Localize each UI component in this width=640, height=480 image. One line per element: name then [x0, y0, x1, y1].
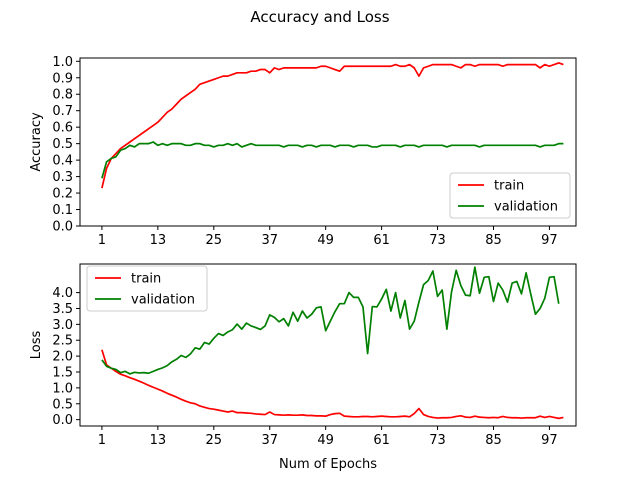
- loss-ytick-label: 1.5: [52, 366, 73, 381]
- loss-ytick-label: 2.0: [52, 350, 73, 365]
- loss-series-validation-line: [101, 266, 560, 375]
- accuracy-ytick-label: 0.3: [52, 170, 73, 185]
- accuracy-ytick-label: 0.5: [52, 137, 73, 152]
- accuracy-ytick-label: 0.9: [52, 71, 73, 86]
- accuracy-ytick-label: 0.7: [52, 104, 73, 119]
- accuracy-axes-frame: [79, 57, 577, 227]
- accuracy-legend-label-validation: validation: [494, 200, 558, 215]
- accuracy-series-train-line: [101, 62, 564, 189]
- loss-xtick-label: 49: [317, 433, 334, 448]
- loss-xtick-label: 85: [485, 433, 502, 448]
- loss-series-train-line: [101, 349, 564, 420]
- loss-legend-label-train: train: [131, 272, 161, 287]
- accuracy-xtick-label: 49: [317, 233, 334, 248]
- loss-xlabel: Num of Epochs: [279, 457, 377, 472]
- figure-title: Accuracy and Loss: [250, 8, 389, 26]
- accuracy-xtick-label: 1: [98, 233, 106, 248]
- accuracy-xtick-label: 97: [541, 233, 558, 248]
- loss-ylabel: Loss: [29, 331, 44, 360]
- accuracy-ytick-label: 0.0: [52, 220, 73, 235]
- loss-ytick-label: 3.0: [52, 318, 73, 333]
- loss-xtick-label: 73: [429, 433, 446, 448]
- loss-xtick-label: 25: [206, 433, 223, 448]
- accuracy-subplot: 1 13 25 37 49 61 73 85 97 0.0 0.10.2 0.30.4 0.50.6 0.…: [29, 55, 577, 248]
- loss-xtick-label: 37: [261, 433, 278, 448]
- accuracy-legend-label-train: train: [494, 179, 524, 194]
- loss-xtick-label: 1: [98, 433, 106, 448]
- accuracy-xtick-label: 85: [485, 233, 502, 248]
- accuracy-ytick-label: 0.1: [52, 203, 73, 218]
- loss-ytick-label: 0.5: [52, 397, 73, 412]
- accuracy-xtick-label: 61: [373, 233, 390, 248]
- loss-xtick-label: 61: [373, 433, 390, 448]
- accuracy-ytick-label: 0.8: [52, 88, 73, 103]
- loss-ytick-label: 3.5: [52, 302, 73, 317]
- loss-xtick-label: 13: [150, 433, 167, 448]
- loss-axes-frame: [79, 263, 577, 427]
- loss-ytick-label: 0.0: [52, 413, 73, 428]
- accuracy-xtick-label: 13: [150, 233, 167, 248]
- accuracy-ytick-label: 1.0: [52, 55, 73, 70]
- loss-ytick-label: 2.5: [52, 334, 73, 349]
- accuracy-ytick-label: 0.2: [52, 187, 73, 202]
- loss-ytick-label: 4.0: [52, 286, 73, 301]
- loss-subplot: 1 13 25 37 49 61 73 85 97 0.00.51.01.52.02.53.03.…: [29, 263, 577, 472]
- accuracy-xtick-label: 37: [261, 233, 278, 248]
- accuracy-xtick-label: 73: [429, 233, 446, 248]
- accuracy-series-validation-line: [101, 141, 564, 179]
- accuracy-ytick-label: 0.6: [52, 121, 73, 136]
- loss-legend-label-validation: validation: [131, 293, 195, 308]
- accuracy-xtick-label: 25: [206, 233, 223, 248]
- accuracy-ytick-label: 0.4: [52, 154, 73, 169]
- loss-xtick-label: 97: [541, 433, 558, 448]
- accuracy-ylabel: Accuracy: [29, 112, 44, 172]
- loss-ytick-label: 1.0: [52, 381, 73, 396]
